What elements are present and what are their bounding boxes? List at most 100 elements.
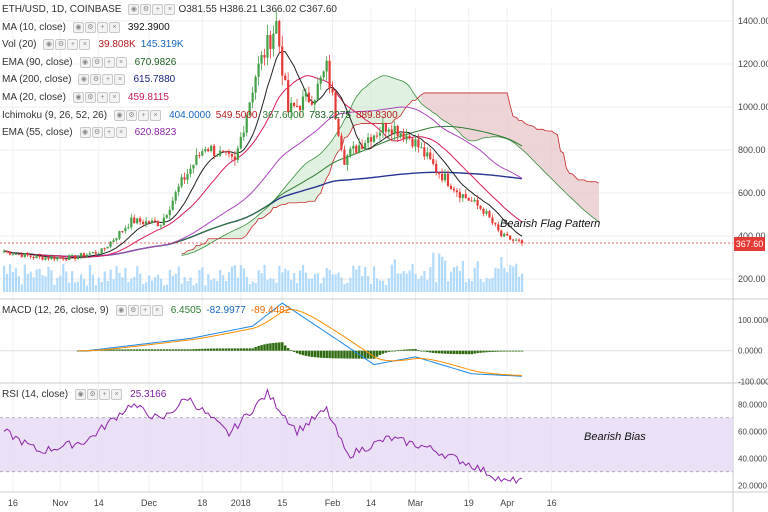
settings-icon[interactable]: ⚙: [90, 74, 102, 86]
eye-icon[interactable]: ◉: [114, 109, 126, 121]
settings-icon[interactable]: ⚙: [84, 91, 96, 103]
volume-bar: [381, 280, 385, 292]
add-icon[interactable]: +: [96, 21, 108, 33]
close-icon[interactable]: ×: [108, 91, 120, 103]
candle-body: [112, 240, 115, 242]
candle-body: [461, 194, 464, 198]
settings-icon[interactable]: ⚙: [140, 3, 152, 15]
indicator-value: 459.8115: [127, 91, 169, 103]
close-icon[interactable]: ×: [150, 109, 162, 121]
volume-bar: [165, 284, 168, 292]
eye-icon[interactable]: ◉: [78, 74, 90, 86]
eye-icon[interactable]: ◉: [128, 3, 140, 15]
volume-bar: [192, 285, 195, 292]
macd-hist-bar: [215, 348, 219, 351]
settings-icon[interactable]: ⚙: [127, 304, 139, 316]
macd-hist-bar: [399, 349, 402, 351]
indicator-row: EMA (90, close) ◉ ⚙ + × 670.9826: [2, 55, 176, 69]
eye-icon[interactable]: ◉: [79, 56, 91, 68]
close-icon[interactable]: ×: [151, 304, 163, 316]
volume-bar: [201, 267, 204, 292]
macd-hist-bar: [141, 349, 145, 351]
close-icon[interactable]: ×: [115, 56, 127, 68]
close-icon[interactable]: ×: [79, 39, 91, 51]
low-value: 366.02: [265, 3, 297, 15]
settings-icon[interactable]: ⚙: [84, 21, 96, 33]
settings-icon[interactable]: ⚙: [91, 56, 103, 68]
eye-icon[interactable]: ◉: [75, 388, 87, 400]
macd-hist-bar: [269, 343, 272, 351]
macd-hist-bar: [426, 350, 429, 353]
macd-hist-bar: [133, 349, 136, 351]
candle-body: [38, 256, 41, 258]
indicator-buttons[interactable]: ◉ ⚙ + ×: [79, 127, 127, 139]
volume-bar: [245, 276, 248, 292]
candle-body: [198, 155, 201, 157]
macd-buttons[interactable]: ◉ ⚙ + ×: [115, 304, 163, 316]
candle-body: [88, 253, 91, 255]
settings-icon[interactable]: ⚙: [87, 388, 99, 400]
macd-hist-bar: [331, 350, 334, 359]
macd-hist-bar: [138, 349, 142, 351]
eye-icon[interactable]: ◉: [43, 39, 55, 51]
volume-bar: [307, 278, 311, 292]
legend-buttons[interactable]: ◉ ⚙ + ×: [128, 3, 176, 15]
volume-bar: [503, 267, 506, 292]
close-icon[interactable]: ×: [164, 3, 176, 15]
volume-bar: [485, 278, 488, 292]
macd-hist-bar: [393, 350, 397, 352]
macd-hist-bar: [464, 350, 468, 355]
close-icon[interactable]: ×: [115, 127, 127, 139]
candle-body: [14, 253, 17, 255]
add-icon[interactable]: +: [103, 56, 115, 68]
candle-body: [224, 151, 228, 153]
indicator-buttons[interactable]: ◉ ⚙ + ×: [114, 109, 162, 121]
settings-icon[interactable]: ⚙: [91, 127, 103, 139]
indicator-buttons[interactable]: ◉ ⚙ + ×: [78, 74, 126, 86]
macd-hist-bar: [310, 350, 314, 357]
candle-body: [328, 60, 331, 89]
time-tick-label: 18: [197, 498, 207, 508]
volume-bar: [266, 279, 269, 292]
candle-body: [53, 256, 56, 260]
macd-hist-bar: [103, 349, 106, 351]
eye-icon[interactable]: ◉: [72, 21, 84, 33]
macd-hist-bar: [144, 349, 148, 351]
indicator-buttons[interactable]: ◉ ⚙ + ×: [43, 39, 91, 51]
eye-icon[interactable]: ◉: [72, 91, 84, 103]
indicator-buttons[interactable]: ◉ ⚙ + ×: [72, 91, 120, 103]
rsi-buttons[interactable]: ◉ ⚙ + ×: [75, 388, 123, 400]
macd-tick-label: -100.0000: [738, 377, 768, 386]
add-icon[interactable]: +: [103, 127, 115, 139]
add-icon[interactable]: +: [102, 74, 114, 86]
add-icon[interactable]: +: [152, 3, 164, 15]
volume-bar: [313, 273, 316, 292]
candle-body: [210, 145, 213, 152]
candle-body: [375, 135, 379, 137]
macd-hist-bar: [461, 350, 465, 355]
add-icon[interactable]: +: [138, 109, 150, 121]
settings-icon[interactable]: ⚙: [126, 109, 138, 121]
add-icon[interactable]: +: [99, 388, 111, 400]
add-icon[interactable]: +: [96, 91, 108, 103]
close-icon[interactable]: ×: [108, 21, 120, 33]
indicator-row: MA (10, close) ◉ ⚙ + × 392.3900: [2, 20, 170, 34]
candle-body: [29, 255, 32, 257]
close-icon[interactable]: ×: [111, 388, 123, 400]
add-icon[interactable]: +: [67, 39, 79, 51]
candle-body: [8, 251, 12, 255]
eye-icon[interactable]: ◉: [79, 127, 91, 139]
settings-icon[interactable]: ⚙: [55, 39, 67, 51]
indicator-buttons[interactable]: ◉ ⚙ + ×: [72, 21, 120, 33]
volume-bar: [441, 256, 444, 292]
volume-bar: [210, 279, 213, 292]
close-icon[interactable]: ×: [114, 74, 126, 86]
candle-body: [476, 199, 479, 206]
macd-hist-bar: [458, 350, 462, 355]
add-icon[interactable]: +: [139, 304, 151, 316]
candle-body: [452, 188, 456, 191]
eye-icon[interactable]: ◉: [115, 304, 127, 316]
candle-body: [109, 241, 112, 247]
ichimoku-span-a: [181, 75, 600, 256]
indicator-buttons[interactable]: ◉ ⚙ + ×: [79, 56, 127, 68]
